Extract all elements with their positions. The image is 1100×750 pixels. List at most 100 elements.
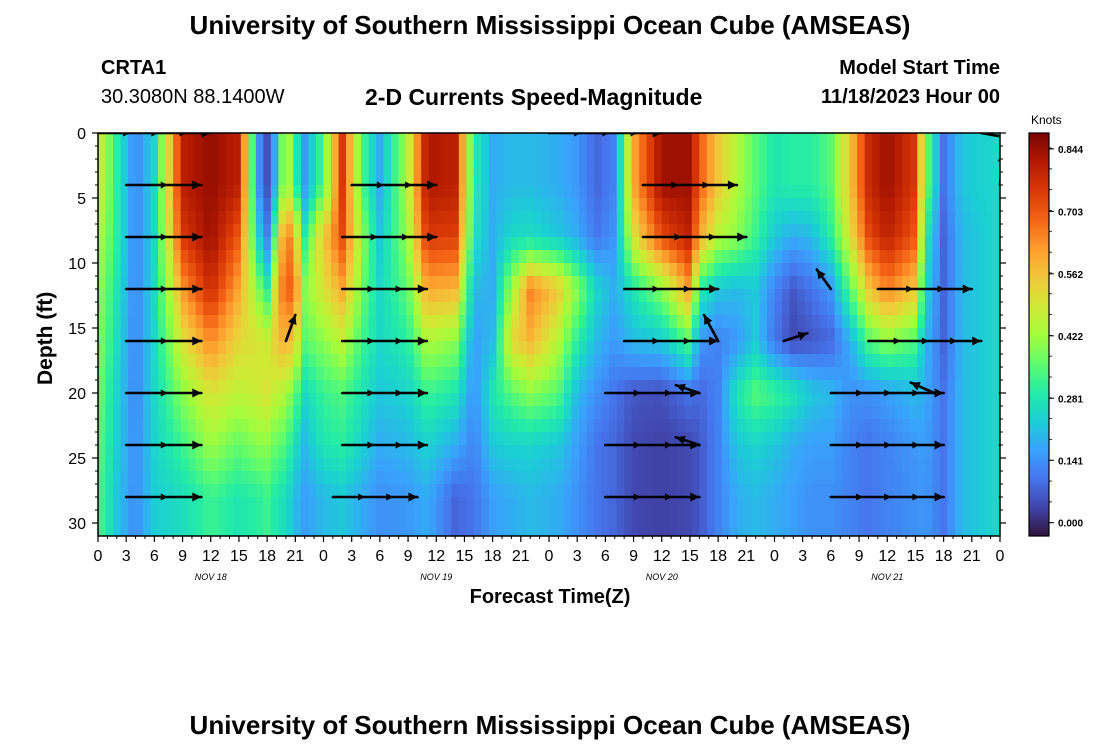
heat-cell (669, 523, 678, 536)
current-vector (829, 492, 945, 502)
heat-cell (549, 367, 558, 381)
heat-cell (481, 198, 490, 212)
heat-cell (338, 497, 347, 511)
heat-cell (571, 445, 580, 459)
heat-cell (481, 458, 490, 472)
heat-cell (346, 172, 355, 186)
heat-cell (759, 523, 768, 536)
heat-cell (285, 445, 295, 459)
heat-cell (421, 471, 430, 485)
heat-cell (932, 523, 941, 536)
heat-cell (721, 263, 730, 277)
heat-cell (210, 523, 219, 536)
heat-cell (782, 419, 791, 433)
heat-cell (586, 224, 595, 238)
heat-cell (128, 445, 137, 459)
vector-head (816, 269, 826, 280)
heat-cell (887, 419, 896, 433)
heat-cell (894, 263, 903, 277)
heat-cell (406, 484, 415, 498)
heat-cell (533, 367, 543, 381)
heat-cell (518, 185, 528, 199)
heat-cell (849, 237, 858, 251)
heat-cell (188, 302, 197, 316)
heat-cell (594, 133, 603, 147)
heat-cell (413, 523, 422, 536)
heat-cell (533, 341, 543, 355)
heat-cell (293, 172, 302, 186)
heat-cell (368, 393, 377, 407)
heat-cell (376, 497, 385, 511)
heat-cell (293, 185, 302, 199)
heat-cell (894, 510, 903, 524)
heat-cell (977, 367, 986, 381)
vector-head (1019, 493, 1028, 502)
heat-cell (376, 458, 385, 472)
heat-cell (173, 341, 182, 355)
heat-cell (376, 367, 385, 381)
vector-barb (367, 285, 375, 293)
heat-cell (736, 263, 746, 277)
heat-cell (518, 484, 528, 498)
heat-cell (293, 419, 302, 433)
heat-cell (293, 133, 302, 147)
heat-cell (804, 328, 813, 342)
heat-cell (135, 185, 144, 199)
heat-cell (488, 445, 497, 459)
heat-cell (240, 523, 249, 536)
heat-cell (398, 250, 407, 264)
heat-cell (736, 185, 746, 199)
heat-cell (744, 224, 753, 238)
heat-cell (556, 185, 565, 199)
heat-cell (150, 211, 159, 225)
heat-cell (233, 289, 242, 303)
heat-cell (992, 224, 1000, 238)
heat-cell (804, 380, 813, 394)
heat-cell (248, 419, 257, 433)
x-tick-label: 21 (512, 548, 530, 565)
heat-cell (391, 471, 400, 485)
heat-cell (338, 159, 347, 173)
heat-cell (819, 198, 828, 212)
heat-cell (533, 302, 543, 316)
heat-cell (954, 393, 964, 407)
heat-cell (699, 419, 708, 433)
heat-cell (195, 263, 204, 277)
heat-cell (699, 159, 708, 173)
heat-cell (361, 341, 370, 355)
vector-head (192, 492, 202, 502)
heat-cell (939, 328, 948, 342)
heat-cell (646, 393, 655, 407)
heat-cell (684, 380, 693, 394)
heat-cell (789, 380, 798, 394)
heat-cell (774, 146, 783, 160)
heat-cell (947, 471, 956, 485)
heat-cell (225, 341, 234, 355)
heat-cell (714, 367, 723, 381)
vector-barb (652, 337, 660, 345)
heat-cell (346, 250, 355, 264)
heat-cell (894, 276, 903, 290)
heat-cell (849, 445, 858, 459)
heat-cell (496, 237, 505, 251)
heat-cell (346, 497, 355, 511)
heat-cell (759, 354, 768, 368)
heat-cell (511, 406, 520, 420)
heat-cell (819, 354, 828, 368)
heat-cell (195, 393, 204, 407)
heat-cell (939, 458, 948, 472)
heat-cell (263, 133, 272, 147)
heat-cell (549, 419, 558, 433)
heat-cell (443, 523, 452, 536)
heat-cell (451, 419, 460, 433)
heat-cell (518, 276, 528, 290)
heat-cell (263, 419, 272, 433)
heat-cell (105, 276, 114, 290)
vector-barb (602, 133, 610, 137)
heat-cell (556, 133, 565, 147)
heat-cell (300, 198, 310, 212)
heat-cell (188, 406, 197, 420)
heat-cell (909, 341, 918, 355)
heat-cell (992, 276, 1000, 290)
heat-cell (639, 315, 648, 329)
